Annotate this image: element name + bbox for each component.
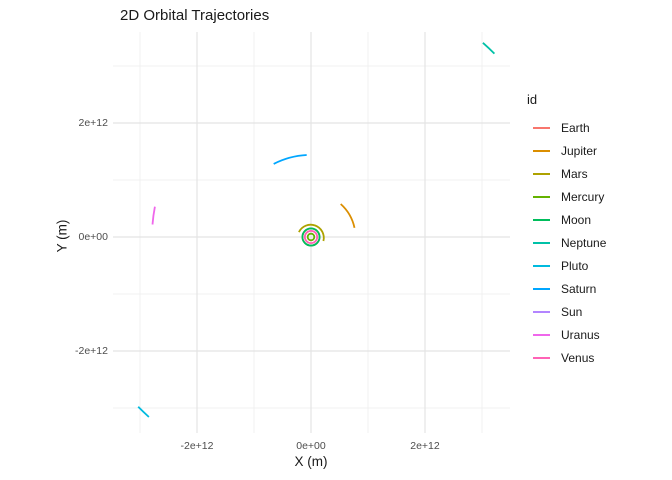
y-tick-label: -2e+12 [75, 345, 108, 357]
legend: id Earth Jupiter Mars Mercury Moon Neptu… [527, 92, 606, 369]
legend-label-moon: Moon [561, 212, 592, 227]
orbit-mars [298, 223, 325, 242]
legend-key-line-moon [533, 218, 550, 221]
legend-label-pluto: Pluto [561, 258, 589, 273]
x-tick-label: 0e+00 [296, 440, 326, 452]
legend-key-line-saturn [533, 287, 550, 290]
legend-key-line-sun [533, 310, 550, 313]
orbit-jupiter [340, 203, 356, 229]
orbit-mercury [306, 232, 316, 242]
legend-label-earth: Earth [561, 120, 590, 135]
y-tick-label: 0e+00 [78, 231, 109, 243]
legend-entry-moon: Moon [527, 208, 606, 231]
x-tick-label: 2e+12 [410, 440, 440, 452]
y-tick-label: 2e+12 [78, 117, 109, 129]
legend-label-sun: Sun [561, 304, 583, 319]
legend-label-mars: Mars [561, 166, 588, 181]
legend-key-line-mars [533, 172, 550, 175]
orbit-moon [301, 227, 321, 247]
legend-label-saturn: Saturn [561, 281, 597, 296]
legend-entry-mercury: Mercury [527, 185, 606, 208]
legend-entry-sun: Sun [527, 300, 606, 323]
legend-key-line-venus [533, 356, 550, 359]
legend-entry-jupiter: Jupiter [527, 139, 606, 162]
legend-label-neptune: Neptune [561, 235, 607, 250]
orbit-saturn [273, 154, 307, 165]
x-axis-title: X (m) [294, 454, 328, 469]
legend-label-mercury: Mercury [561, 189, 605, 204]
legend-key-line-uranus [533, 333, 550, 336]
legend-key-line-earth [533, 126, 550, 129]
orbit-neptune [482, 42, 496, 55]
orbit-pluto [137, 406, 150, 418]
legend-entry-mars: Mars [527, 162, 606, 185]
legend-key-line-pluto [533, 264, 550, 267]
legend-entry-venus: Venus [527, 346, 606, 369]
legend-entry-saturn: Saturn [527, 277, 606, 300]
legend-entry-earth: Earth [527, 116, 606, 139]
y-axis-title: Y (m) [54, 219, 70, 253]
legend-entry-uranus: Uranus [527, 323, 606, 346]
legend-title: id [527, 92, 538, 107]
x-tick-label: -2e+12 [180, 440, 214, 452]
legend-entry-neptune: Neptune [527, 231, 606, 254]
legend-label-uranus: Uranus [561, 327, 600, 342]
legend-label-jupiter: Jupiter [561, 143, 598, 158]
orbit-venus [303, 229, 319, 245]
legend-key-line-neptune [533, 241, 550, 244]
legend-key-line-mercury [533, 195, 550, 198]
legend-key-line-jupiter [533, 149, 550, 152]
chart-title: 2D Orbital Trajectories [120, 7, 270, 24]
legend-entry-pluto: Pluto [527, 254, 606, 277]
orbit-uranus [151, 206, 156, 225]
legend-label-venus: Venus [561, 350, 595, 365]
